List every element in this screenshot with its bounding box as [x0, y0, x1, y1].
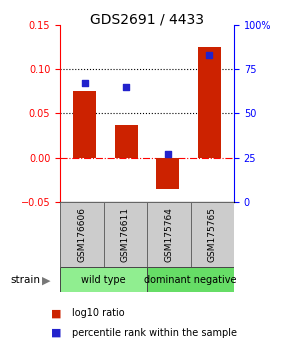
Point: [124, 84, 129, 90]
Text: GSM176606: GSM176606: [77, 207, 86, 262]
Text: GSM175765: GSM175765: [208, 207, 217, 262]
Text: log10 ratio: log10 ratio: [72, 308, 124, 318]
Text: wild type: wild type: [81, 275, 126, 285]
Text: ■: ■: [51, 308, 62, 318]
Text: GSM175764: GSM175764: [164, 207, 173, 262]
Point: [82, 80, 87, 86]
Text: strain: strain: [11, 275, 40, 285]
Bar: [60, 202, 103, 267]
Bar: [147, 267, 234, 292]
Point: [165, 151, 170, 157]
Bar: [198, 47, 220, 158]
Bar: [60, 267, 147, 292]
Bar: [74, 91, 96, 158]
Text: ■: ■: [51, 328, 62, 338]
Text: GSM176611: GSM176611: [121, 207, 130, 262]
Text: percentile rank within the sample: percentile rank within the sample: [72, 328, 237, 338]
Point: [207, 52, 212, 58]
Bar: [190, 202, 234, 267]
Text: ▶: ▶: [42, 275, 51, 285]
Bar: [156, 158, 179, 188]
Bar: [147, 202, 190, 267]
Text: dominant negative: dominant negative: [144, 275, 237, 285]
Text: GDS2691 / 4433: GDS2691 / 4433: [90, 12, 204, 27]
Bar: [103, 202, 147, 267]
Bar: [115, 125, 138, 158]
